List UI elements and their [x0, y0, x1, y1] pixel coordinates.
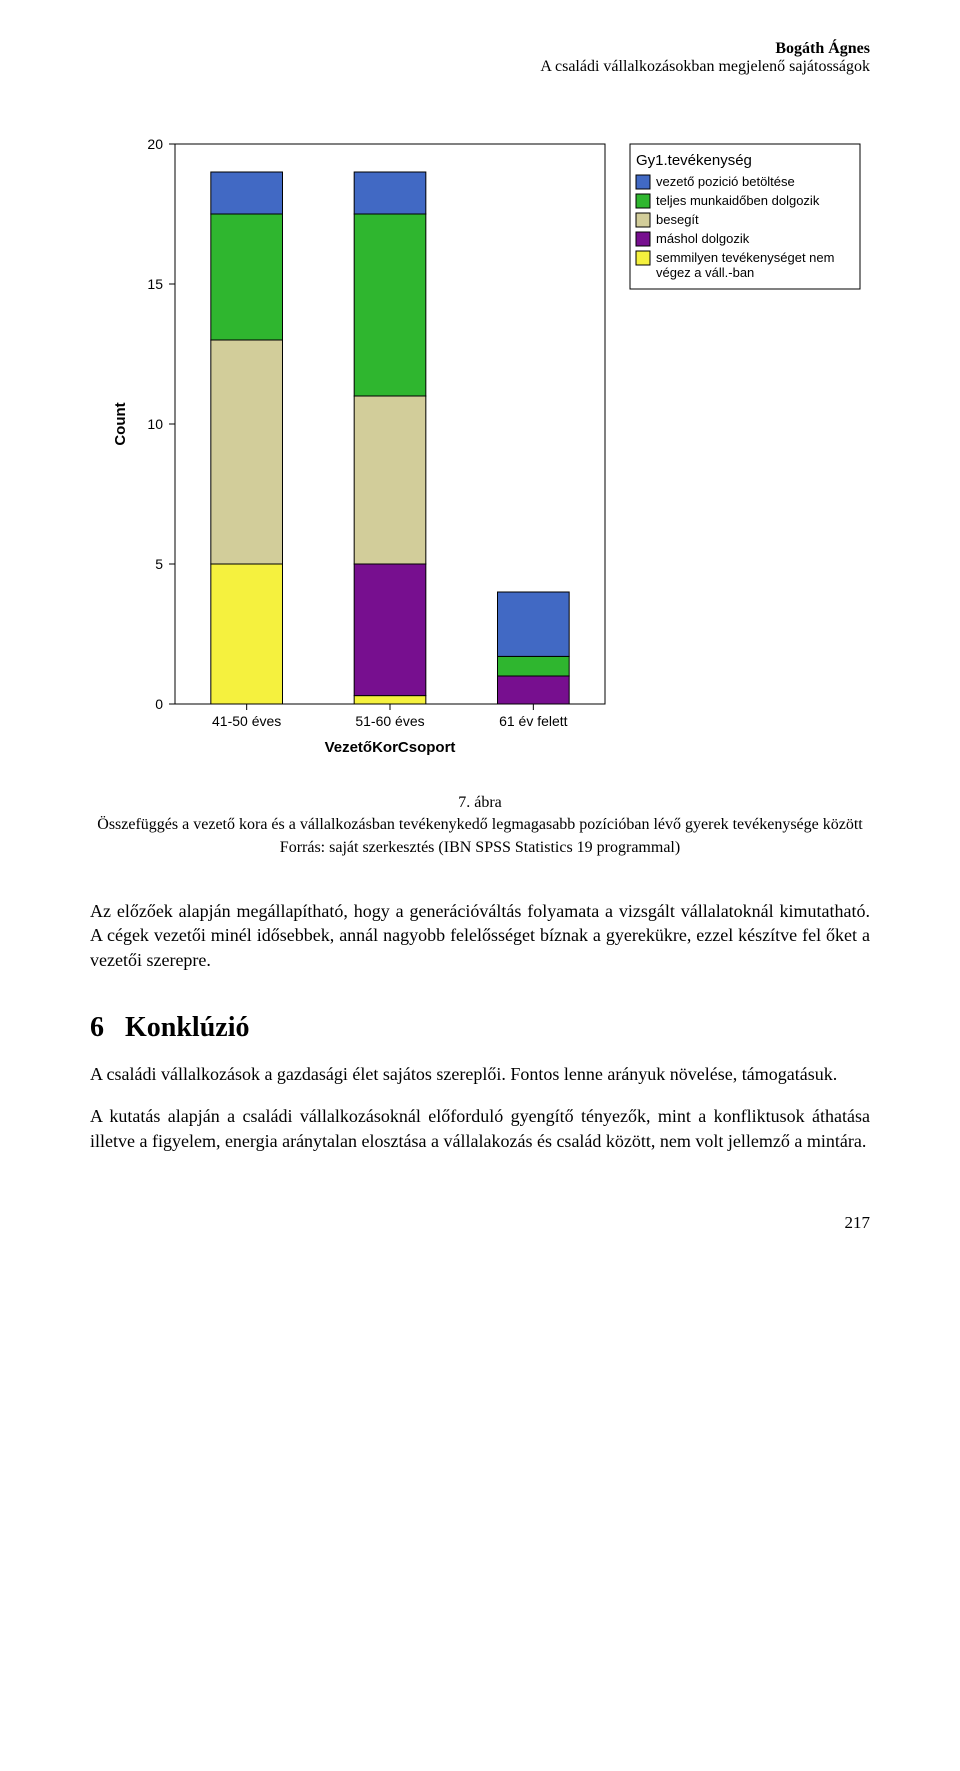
svg-text:20: 20 — [147, 136, 163, 152]
figure-label: 7. ábra — [90, 792, 870, 814]
figure-desc-2: Forrás: saját szerkesztés (IBN SPSS Stat… — [90, 837, 870, 859]
svg-text:semmilyen tevékenységet nem: semmilyen tevékenységet nem — [656, 250, 834, 265]
svg-text:teljes munkaidőben dolgozik: teljes munkaidőben dolgozik — [656, 193, 820, 208]
svg-text:5: 5 — [155, 556, 163, 572]
header-subtitle: A családi vállalkozásokban megjelenő saj… — [90, 58, 870, 76]
section-title: Konklúzió — [125, 1012, 249, 1043]
svg-text:61 év felett: 61 év felett — [499, 713, 568, 729]
svg-text:15: 15 — [147, 276, 163, 292]
svg-text:VezetőKorCsoport: VezetőKorCsoport — [325, 739, 456, 756]
chart-svg: 0 5 10 15 20 Count 41-50 éves 51-60 éves 61 év f… — [90, 124, 870, 764]
svg-text:végez a váll.-ban: végez a váll.-ban — [656, 265, 754, 280]
conclusion-p1: A családi vállalkozások a gazdasági élet… — [90, 1062, 870, 1086]
figure-desc-1: Összefüggés a vezető kora és a vállalkoz… — [90, 814, 870, 836]
svg-text:vezető pozició betöltése: vezető pozició betöltése — [656, 174, 795, 189]
svg-text:51-60 éves: 51-60 éves — [355, 713, 424, 729]
svg-text:máshol dolgozik: máshol dolgozik — [656, 231, 750, 246]
section-heading: 6 Konklúzió — [90, 1012, 870, 1044]
svg-text:besegít: besegít — [656, 212, 699, 227]
page-header: Bogáth Ágnes A családi vállalkozásokban … — [90, 40, 870, 76]
svg-text:10: 10 — [147, 416, 163, 432]
svg-text:0: 0 — [155, 696, 163, 712]
conclusion-p2: A kutatás alapján a családi vállalkozáso… — [90, 1104, 870, 1153]
header-author: Bogáth Ágnes — [90, 40, 870, 58]
svg-text:Gy1.tevékenység: Gy1.tevékenység — [636, 152, 752, 169]
section-number: 6 — [90, 1012, 104, 1043]
stacked-bar-chart: 0 5 10 15 20 Count 41-50 éves 51-60 éves 61 év f… — [90, 124, 870, 764]
body-paragraph-1: Az előzőek alapján megállapítható, hogy … — [90, 899, 870, 972]
svg-text:Count: Count — [112, 402, 129, 445]
figure-caption: 7. ábra Összefüggés a vezető kora és a v… — [90, 792, 870, 859]
svg-text:41-50 éves: 41-50 éves — [212, 713, 281, 729]
page-number: 217 — [90, 1213, 870, 1233]
